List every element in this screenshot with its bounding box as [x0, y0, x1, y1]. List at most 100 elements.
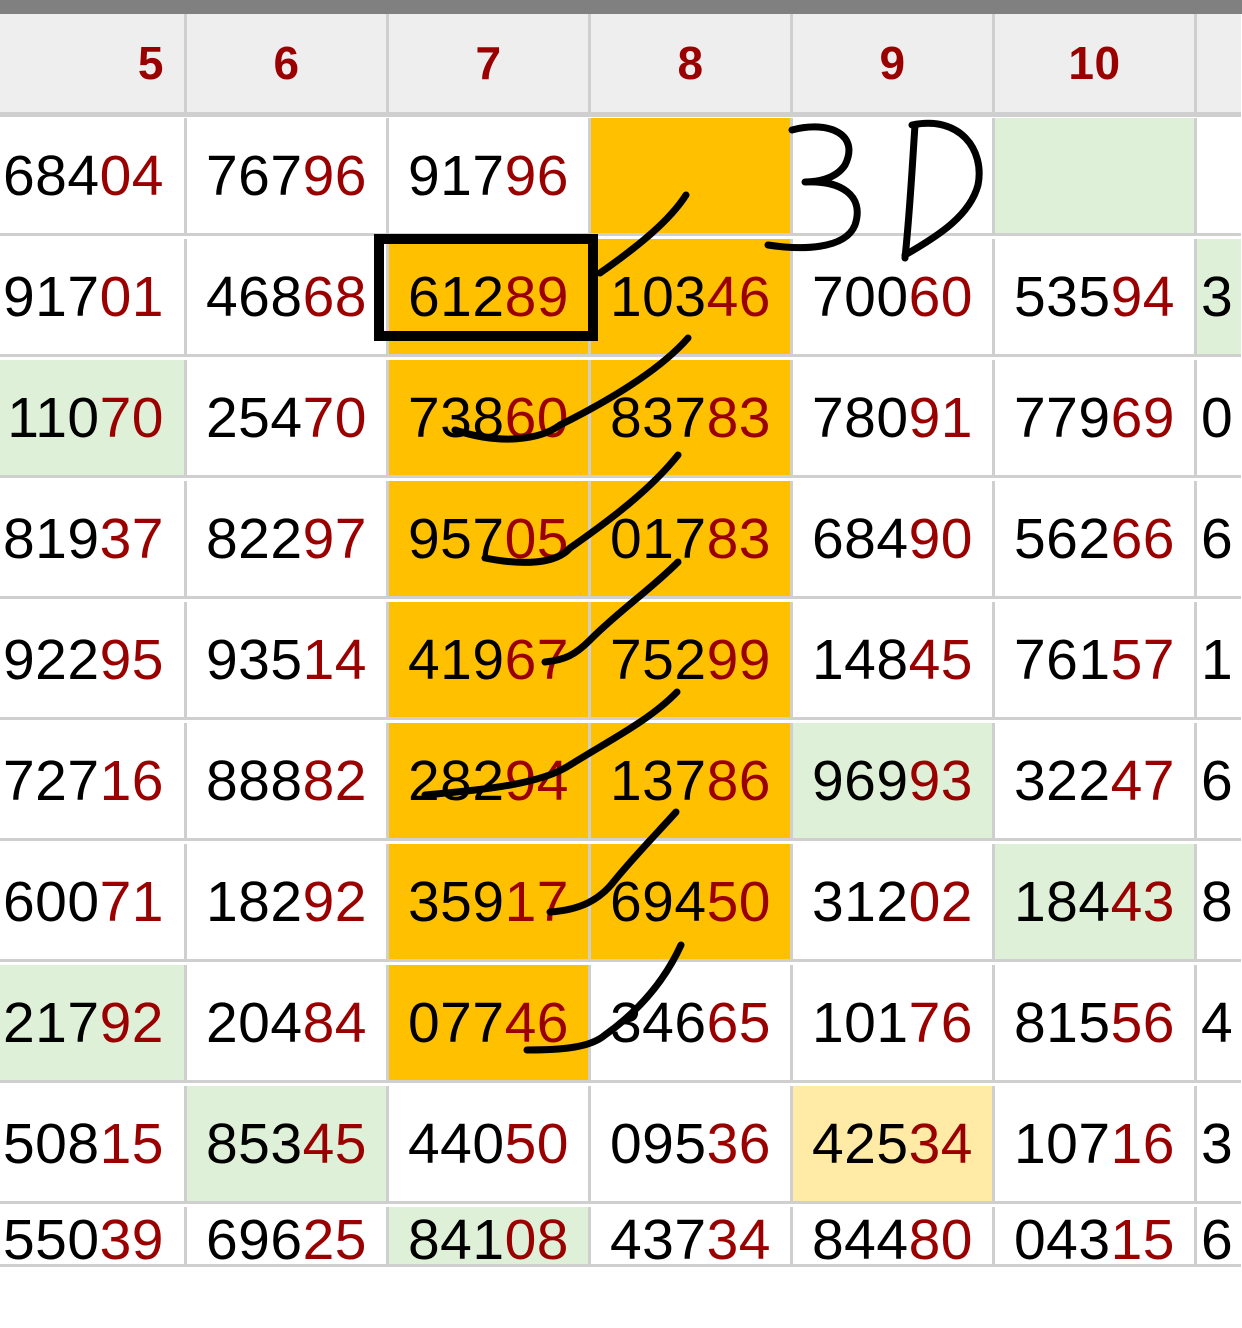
number-last-two-digits: 47	[1110, 748, 1175, 813]
number-cell[interactable]: 095 36	[591, 1086, 793, 1204]
number-cell[interactable]: 917 96	[389, 118, 591, 236]
number-prefix: 752	[609, 627, 707, 692]
number-cell[interactable]: 184 43	[995, 844, 1197, 962]
number-cell[interactable]: 888 82	[187, 723, 389, 841]
number-last-two-digits: 96	[302, 143, 367, 208]
number-cell[interactable]: 017 83	[591, 481, 793, 599]
number-cell[interactable]: 837 83	[591, 360, 793, 478]
number-cell[interactable]: 684 90	[793, 481, 995, 599]
number-last-two-digits: 80	[908, 1208, 973, 1272]
number-cell[interactable]: 204 84	[187, 965, 389, 1083]
number-cell[interactable]: 535 94	[995, 239, 1197, 357]
number-cell[interactable]: 137 86	[591, 723, 793, 841]
column-header[interactable]: 5	[0, 14, 187, 117]
number-cell[interactable]	[591, 118, 793, 236]
number-prefix: 137	[609, 748, 707, 813]
column-header[interactable]	[1197, 14, 1241, 117]
number-cell[interactable]: 346 65	[591, 965, 793, 1083]
number-cell[interactable]: 922 95	[0, 602, 187, 720]
number-cell[interactable]: 3	[1197, 1086, 1241, 1204]
number-prefix: 780	[811, 385, 909, 450]
column-header[interactable]: 7	[389, 14, 591, 117]
number-cell[interactable]: 752 99	[591, 602, 793, 720]
number-cell[interactable]: 684 04	[0, 118, 187, 236]
number-cell[interactable]: 694 50	[591, 844, 793, 962]
number-cell[interactable]: 738 60	[389, 360, 591, 478]
number-cell[interactable]: 217 92	[0, 965, 187, 1083]
number-cell[interactable]: 779 69	[995, 360, 1197, 478]
number-cell[interactable]: 767 96	[187, 118, 389, 236]
number-prefix: 819	[2, 506, 100, 571]
number-cell[interactable]: 101 76	[793, 965, 995, 1083]
number-last-two-digits: 99	[706, 627, 771, 692]
number-last-two-digits: 16	[1110, 1111, 1175, 1176]
number-cell[interactable]: 8	[1197, 844, 1241, 962]
number-cell[interactable]: 254 70	[187, 360, 389, 478]
number-cell[interactable]: 562 66	[995, 481, 1197, 599]
number-cell[interactable]: 322 47	[995, 723, 1197, 841]
number-cell[interactable]: 3	[1197, 239, 1241, 357]
number-last-two-digits: 57	[1110, 627, 1175, 692]
number-cell[interactable]: 935 14	[187, 602, 389, 720]
number-cell[interactable]: 468 68	[187, 239, 389, 357]
number-cell[interactable]: 844 80	[793, 1207, 995, 1272]
number-cell[interactable]: 550 39	[0, 1207, 187, 1272]
number-cell[interactable]: 1	[1197, 602, 1241, 720]
number-cell[interactable]: 282 94	[389, 723, 591, 841]
column-header[interactable]: 10	[995, 14, 1197, 117]
number-last-two-digits: 56	[1110, 990, 1175, 1055]
number-cell[interactable]: 043 15	[995, 1207, 1197, 1272]
number-last-two-digits: 60	[908, 264, 973, 329]
number-cell[interactable]: 6	[1197, 723, 1241, 841]
number-cell[interactable]: 957 05	[389, 481, 591, 599]
number-cell[interactable]: 110 70	[0, 360, 187, 478]
number-cell[interactable]: 612 89	[389, 239, 591, 357]
number-cell[interactable]: 6	[1197, 481, 1241, 599]
number-last-two-digits: 84	[302, 990, 367, 1055]
number-last-two-digits: 43	[1110, 869, 1175, 934]
number-prefix: 700	[811, 264, 909, 329]
number-cell[interactable]	[1197, 118, 1241, 236]
number-prefix: 440	[407, 1111, 505, 1176]
number-cell[interactable]	[793, 118, 995, 236]
column-header[interactable]: 8	[591, 14, 793, 117]
number-cell[interactable]: 853 45	[187, 1086, 389, 1204]
number-cell[interactable]: 437 34	[591, 1207, 793, 1272]
number-cell[interactable]: 077 46	[389, 965, 591, 1083]
number-cell[interactable]: 359 17	[389, 844, 591, 962]
number-cell[interactable]: 148 45	[793, 602, 995, 720]
table-row: 922 95 935 14 419 67 752 99 148 45 761 57 1	[0, 602, 1242, 723]
number-cell[interactable]: 841 08	[389, 1207, 591, 1272]
number-cell[interactable]: 727 16	[0, 723, 187, 841]
column-header[interactable]: 9	[793, 14, 995, 117]
number-cell[interactable]: 425 34	[793, 1086, 995, 1204]
number-last-two-digits: 60	[504, 385, 569, 450]
number-cell[interactable]: 6	[1197, 1207, 1241, 1272]
number-cell[interactable]: 0	[1197, 360, 1241, 478]
number-cell[interactable]: 419 67	[389, 602, 591, 720]
number-cell[interactable]: 761 57	[995, 602, 1197, 720]
number-cell[interactable]: 440 50	[389, 1086, 591, 1204]
number-cell[interactable]: 822 97	[187, 481, 389, 599]
number-cell[interactable]: 312 02	[793, 844, 995, 962]
number-cell[interactable]: 182 92	[187, 844, 389, 962]
number-prefix: 359	[407, 869, 505, 934]
number-cell[interactable]: 508 15	[0, 1086, 187, 1204]
number-cell[interactable]: 819 37	[0, 481, 187, 599]
number-cell[interactable]: 103 46	[591, 239, 793, 357]
number-cell[interactable]: 969 93	[793, 723, 995, 841]
number-cell[interactable]: 815 56	[995, 965, 1197, 1083]
number-last-two-digits: 34	[706, 1208, 771, 1272]
number-cell[interactable]: 4	[1197, 965, 1241, 1083]
number-cell[interactable]: 696 25	[187, 1207, 389, 1272]
number-cell[interactable]: 700 60	[793, 239, 995, 357]
number-last-two-digits: 67	[504, 627, 569, 692]
number-cell[interactable]: 780 91	[793, 360, 995, 478]
number-cell[interactable]: 600 71	[0, 844, 187, 962]
number-cell[interactable]: 107 16	[995, 1086, 1197, 1204]
number-last-two-digits: 90	[908, 506, 973, 571]
number-cell[interactable]: 917 01	[0, 239, 187, 357]
column-header[interactable]: 6	[187, 14, 389, 117]
number-cell[interactable]	[995, 118, 1197, 236]
table-row: 819 37 822 97 957 05 017 83 684 90 562 66 6	[0, 481, 1242, 602]
